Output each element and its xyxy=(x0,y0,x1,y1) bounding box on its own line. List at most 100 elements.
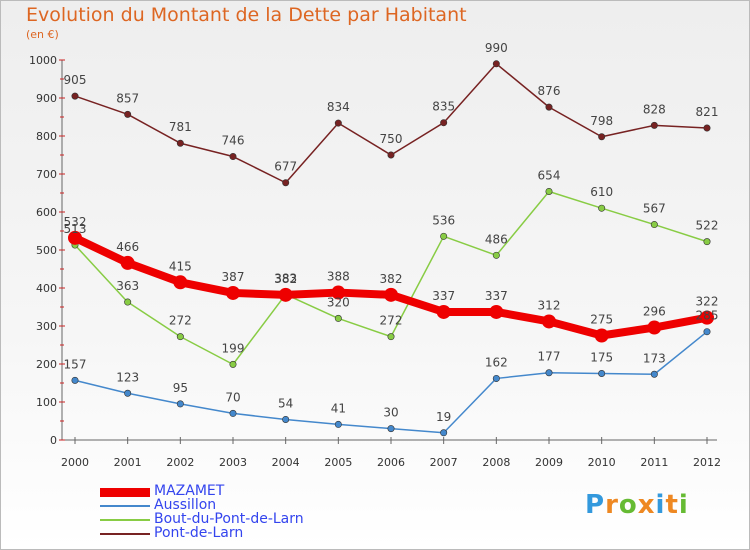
y-tick-label: 100 xyxy=(36,396,57,409)
x-tick-label: 2003 xyxy=(219,456,247,469)
data-point xyxy=(176,333,184,341)
data-label: 677 xyxy=(274,160,297,174)
data-label: 610 xyxy=(590,185,613,199)
data-point xyxy=(176,139,184,147)
x-tick-label: 2005 xyxy=(324,456,352,469)
legend-swatch xyxy=(100,505,150,507)
data-label: 177 xyxy=(538,350,561,364)
data-point xyxy=(384,287,398,302)
data-point xyxy=(229,360,237,368)
data-label: 781 xyxy=(169,120,192,134)
data-point xyxy=(68,230,82,245)
data-point xyxy=(492,60,500,68)
y-tick-label: 200 xyxy=(36,358,57,371)
data-point xyxy=(226,285,240,300)
data-point xyxy=(703,124,711,132)
data-label: 522 xyxy=(696,219,719,233)
data-point xyxy=(598,204,606,212)
data-point xyxy=(124,298,132,306)
data-point xyxy=(436,304,451,319)
data-label: 382 xyxy=(274,272,297,286)
data-labels: 905 857 781 746 677 834 750 835 990 876 798 828 821 1… xyxy=(64,41,719,424)
data-point xyxy=(647,320,662,335)
data-point xyxy=(173,275,188,290)
data-label: 41 xyxy=(331,401,346,415)
data-label: 828 xyxy=(643,102,666,116)
y-tick-label: 0 xyxy=(50,434,57,447)
data-point xyxy=(703,238,711,246)
data-point xyxy=(176,400,184,408)
data-label: 54 xyxy=(278,396,293,410)
legend-item-bout-du-pont-de-larn: Bout-du-Pont-de-Larn xyxy=(100,511,420,527)
logo-letter: i xyxy=(655,490,666,520)
x-tick-label: 2002 xyxy=(166,456,194,469)
data-point xyxy=(334,420,342,428)
legend: MAZAMET Aussillon Bout-du-Pont-de-Larn P… xyxy=(100,483,420,541)
data-label: 337 xyxy=(432,289,455,303)
data-label: 199 xyxy=(222,341,245,355)
data-point xyxy=(489,304,504,319)
data-label: 383 xyxy=(274,271,297,285)
data-label: 821 xyxy=(696,105,719,119)
data-label: 296 xyxy=(643,305,666,319)
data-label: 567 xyxy=(643,202,666,216)
y-tick-label: 400 xyxy=(36,282,57,295)
data-point xyxy=(703,328,711,336)
data-point xyxy=(71,376,79,384)
data-label: 387 xyxy=(222,270,245,284)
data-point xyxy=(650,221,658,229)
x-tick-label: 2006 xyxy=(377,456,405,469)
data-label: 275 xyxy=(590,313,613,327)
data-label: 157 xyxy=(64,357,87,371)
x-tick-label: 2008 xyxy=(482,456,510,469)
data-label: 173 xyxy=(643,351,666,365)
data-point xyxy=(387,425,395,433)
data-point xyxy=(545,369,553,377)
legend-item-mazamet: MAZAMET xyxy=(100,483,420,499)
data-point xyxy=(282,415,290,423)
data-label: 876 xyxy=(538,84,561,98)
data-label: 70 xyxy=(225,390,240,404)
x-tick-label: 2011 xyxy=(640,456,668,469)
data-label: 272 xyxy=(169,314,192,328)
x-tick-label: 2010 xyxy=(588,456,616,469)
logo-letter: i xyxy=(678,490,689,520)
data-label: 285 xyxy=(696,309,719,323)
data-point xyxy=(229,153,237,161)
data-label: 320 xyxy=(327,295,350,309)
legend-label: Bout-du-Pont-de-Larn xyxy=(154,511,304,527)
data-label: 382 xyxy=(380,272,403,286)
series-layer xyxy=(68,60,714,437)
data-label: 798 xyxy=(590,114,613,128)
legend-label: MAZAMET xyxy=(154,483,225,499)
y-tick-label: 500 xyxy=(36,244,57,257)
legend-swatch xyxy=(100,519,150,521)
data-label: 272 xyxy=(380,314,403,328)
data-label: 835 xyxy=(432,100,455,114)
x-tick-label: 2007 xyxy=(430,456,458,469)
legend-swatch xyxy=(100,533,150,535)
data-label: 750 xyxy=(380,132,403,146)
logo-letter: o xyxy=(618,490,638,520)
y-tick-label: 600 xyxy=(36,206,57,219)
data-point xyxy=(542,314,556,329)
data-point xyxy=(598,369,606,377)
data-point xyxy=(120,255,135,270)
y-tick-label: 700 xyxy=(36,168,57,181)
logo-letter: r xyxy=(605,490,619,520)
data-label: 175 xyxy=(590,351,613,365)
data-point xyxy=(650,370,658,378)
data-point xyxy=(650,121,658,129)
chart-unit: (en €) xyxy=(26,28,59,41)
legend-swatch xyxy=(100,488,150,497)
data-label: 337 xyxy=(485,289,508,303)
data-label: 95 xyxy=(173,381,188,395)
proxiti-logo: Proxiti xyxy=(585,490,689,520)
data-point xyxy=(387,333,395,341)
x-tick-label: 2000 xyxy=(61,456,89,469)
data-point xyxy=(282,179,290,187)
data-point xyxy=(334,119,342,127)
axes: 0 100 200 300 400 500 600 700 800 900 1000 2000 2001… xyxy=(29,54,721,469)
y-tick-label: 1000 xyxy=(29,54,57,67)
